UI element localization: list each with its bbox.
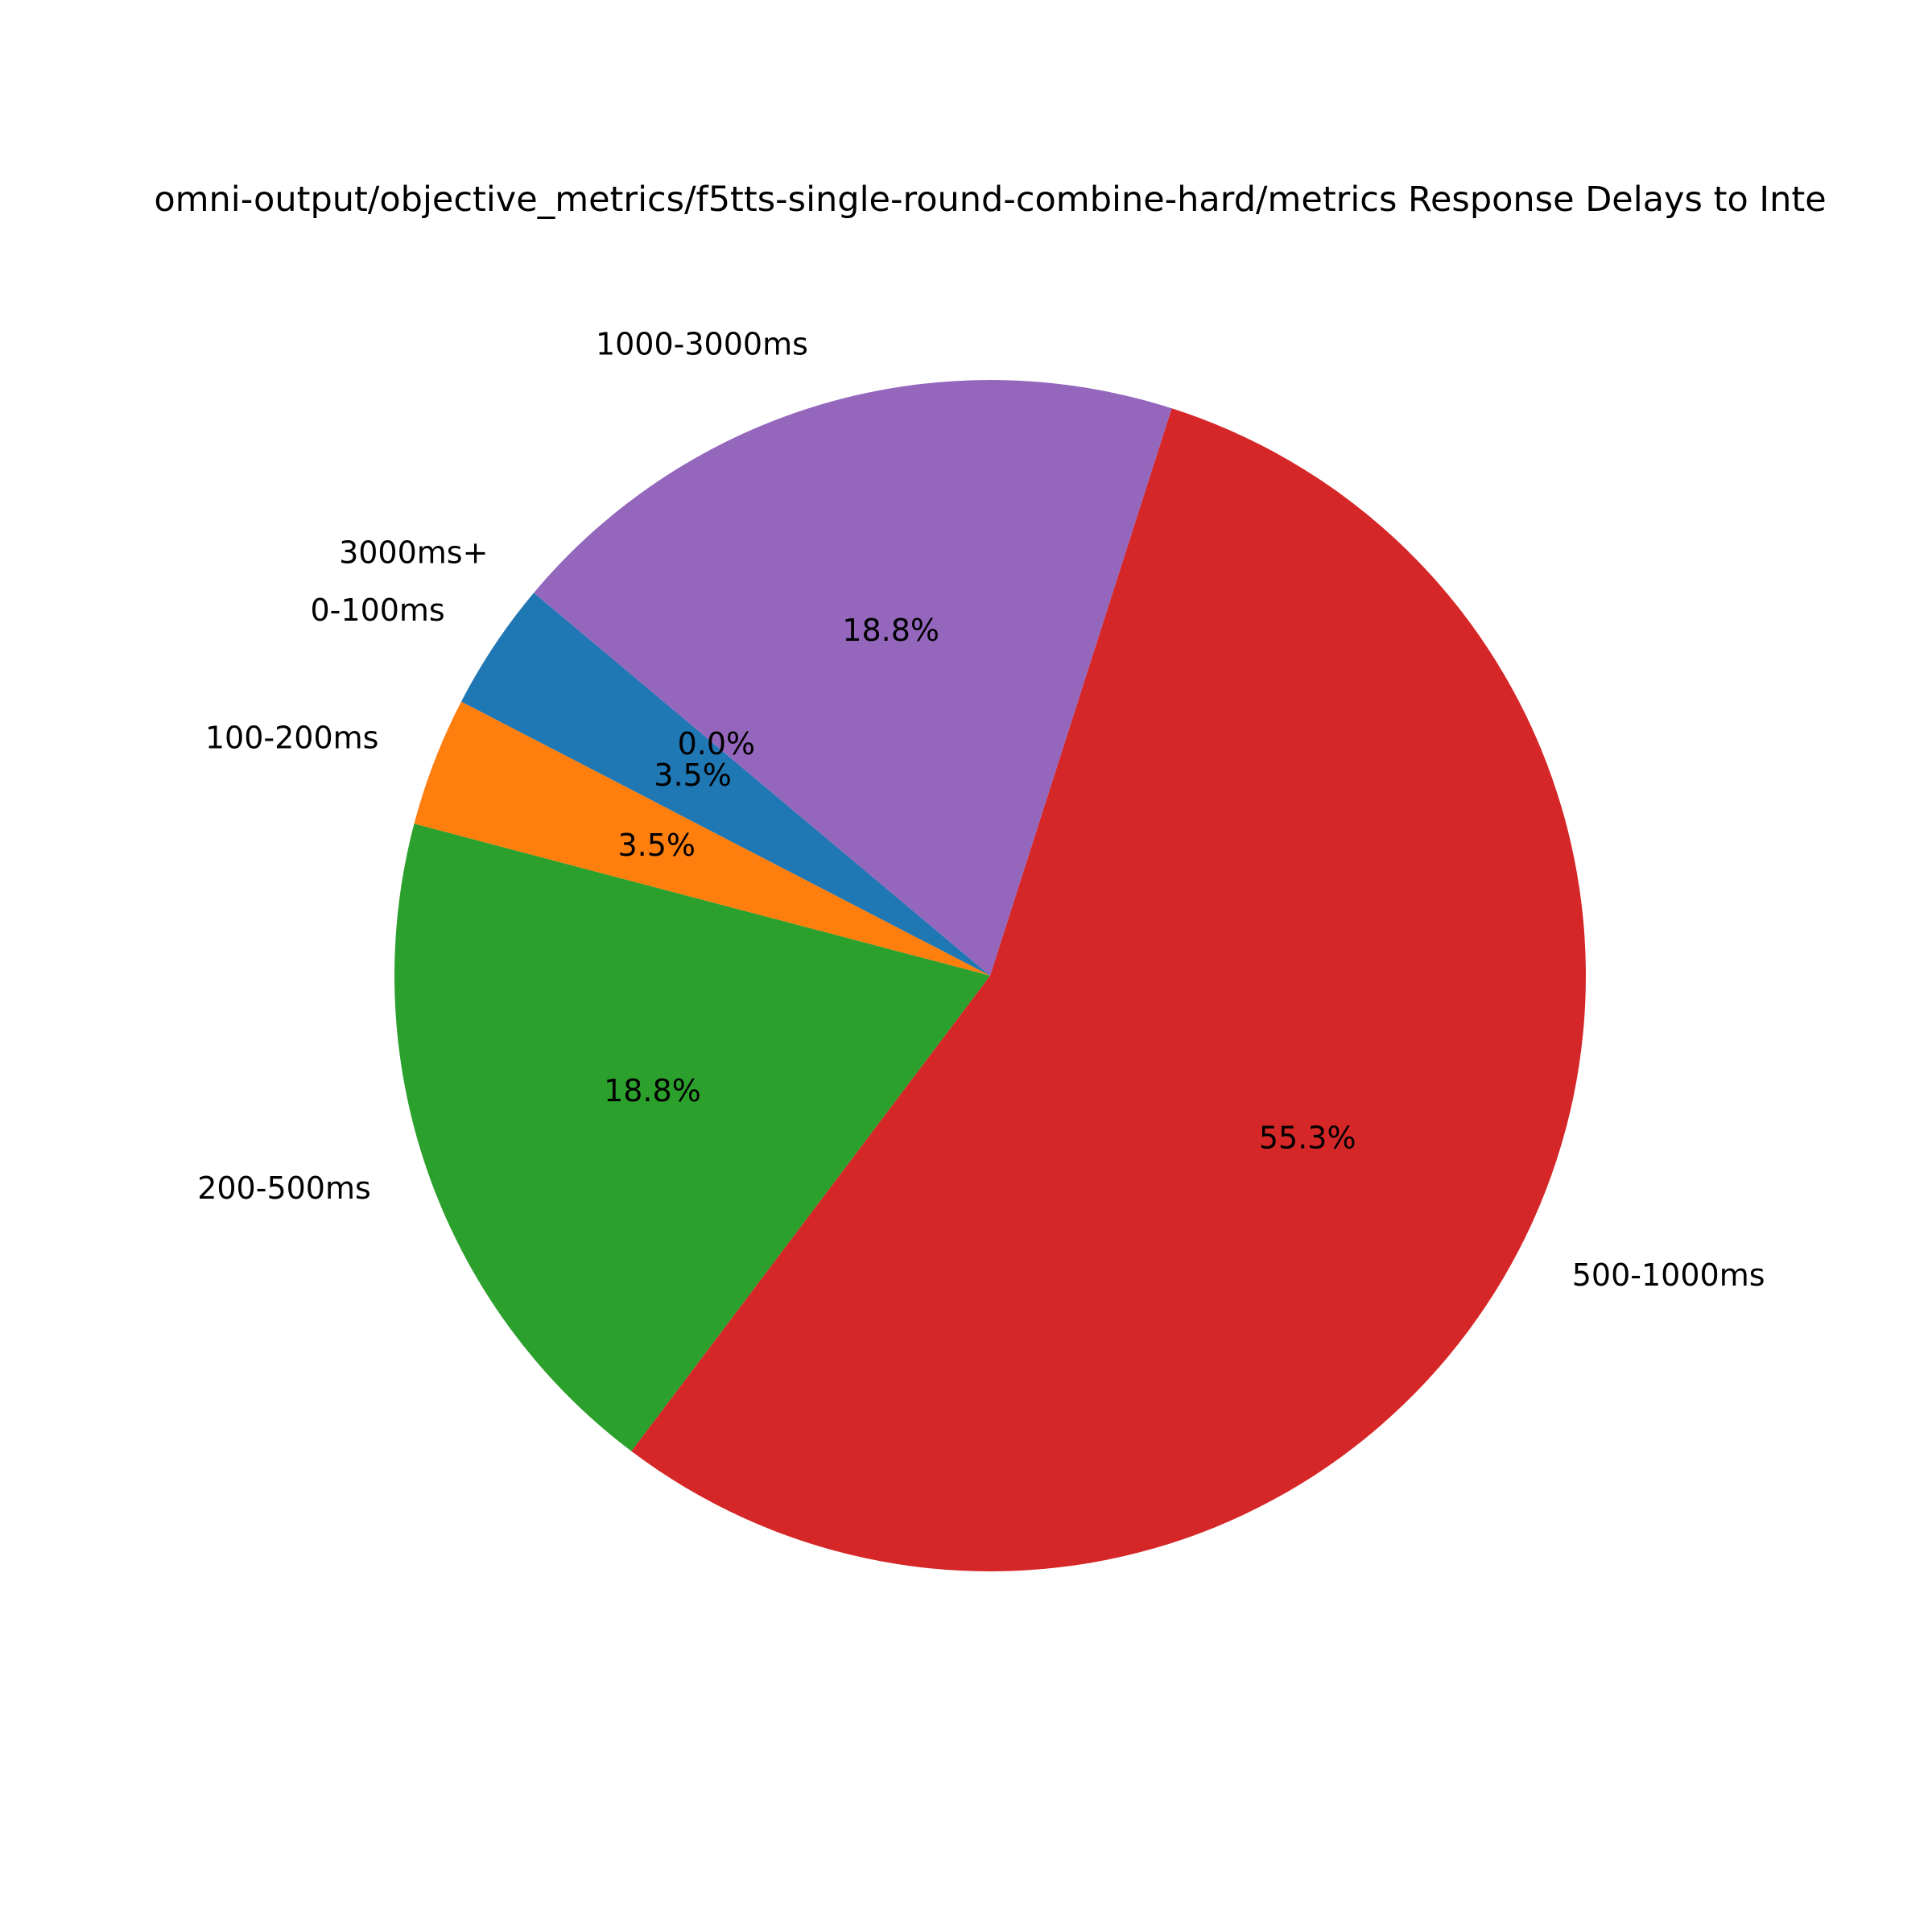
pie-slices <box>394 380 1586 1571</box>
slice-200-500ms <box>394 824 990 1451</box>
label-1000-3000ms: 1000-3000ms <box>596 327 808 362</box>
slice-1000-3000ms <box>534 380 1172 976</box>
pct-1000-3000ms: 18.8% <box>842 613 939 648</box>
chart-title: omni-output/objective_metrics/f5tts-sing… <box>154 180 1826 220</box>
pct-200-500ms: 18.8% <box>604 1073 701 1108</box>
label-3000ms: 3000ms+ <box>339 535 488 570</box>
pct-3000ms: 0.0% <box>678 726 756 762</box>
pct-100-200ms: 3.5% <box>617 828 696 863</box>
slice-100-200ms <box>414 701 990 976</box>
pct-500-1000ms: 55.3% <box>1259 1121 1356 1156</box>
pie-labels: 0-100ms 3.5% 100-200ms 3.5% 200-500ms 18.8% 50… <box>197 327 1765 1293</box>
label-0-100ms: 0-100ms <box>311 592 445 628</box>
label-200-500ms: 200-500ms <box>197 1170 371 1206</box>
slice-500-1000ms <box>631 408 1586 1571</box>
slice-0-100ms <box>460 592 990 976</box>
label-500-1000ms: 500-1000ms <box>1572 1257 1765 1293</box>
pct-0-100ms: 3.5% <box>654 758 732 793</box>
label-100-200ms: 100-200ms <box>205 720 379 756</box>
